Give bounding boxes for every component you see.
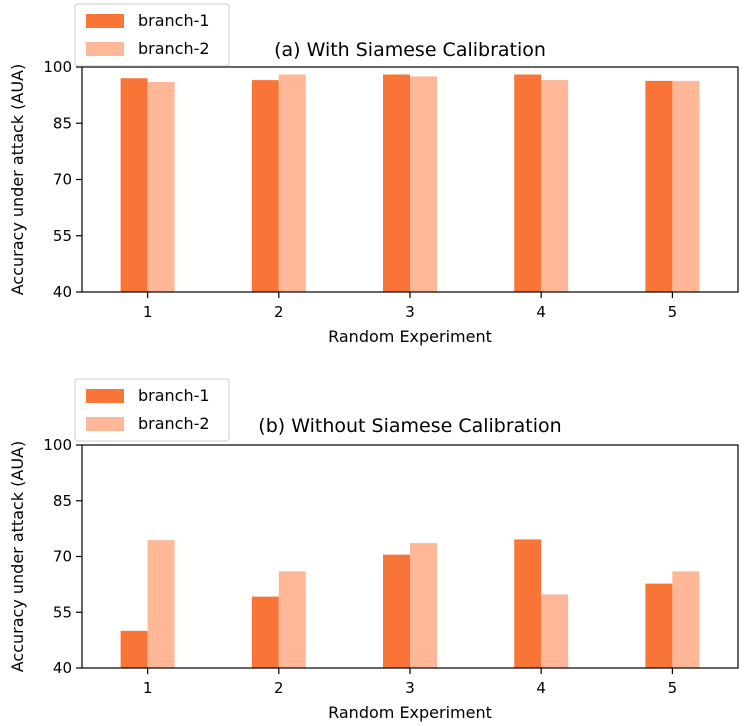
bar-branch-1-exp-5: [645, 80, 673, 292]
y-tick-label: 85: [53, 114, 72, 132]
y-tick-label: 40: [53, 283, 72, 301]
x-tick-label: 5: [668, 303, 678, 321]
legend-swatch-branch-2: [86, 417, 124, 431]
bar-branch-2-exp-2: [278, 74, 306, 292]
legend-swatch-branch-1: [86, 389, 124, 403]
chart-title: (a) With Siamese Calibration: [274, 39, 546, 61]
bar-branch-1-exp-1: [120, 630, 148, 668]
bar-branch-2-exp-5: [672, 571, 700, 668]
y-tick-label: 70: [53, 548, 72, 566]
y-tick-label: 85: [53, 492, 72, 510]
legend-label-branch-1: branch-1: [138, 11, 210, 30]
bar-branch-2-exp-3: [410, 76, 437, 292]
bar-branch-1-exp-1: [120, 78, 148, 292]
bar-branch-1-exp-4: [514, 74, 542, 292]
bar-branch-1-exp-4: [514, 539, 542, 668]
y-tick-label: 70: [53, 171, 72, 189]
x-axis-label: Random Experiment: [328, 703, 492, 722]
bar-branch-1-exp-5: [645, 583, 673, 668]
x-tick-label: 2: [274, 679, 284, 697]
chart-panel-1: 40 55 70 85 100 1 2 3 4 5 Random Experiment Accurac…: [8, 3, 739, 346]
y-tick-label: 100: [43, 436, 72, 454]
bar-branch-2-exp-3: [410, 543, 437, 668]
y-axis-label: Accuracy under attack (AUA): [8, 441, 27, 672]
x-tick-label: 4: [536, 679, 546, 697]
bar-branch-1-exp-3: [383, 74, 410, 292]
bar-branch-2-exp-1: [147, 540, 175, 668]
x-tick-label: 2: [274, 303, 284, 321]
x-tick-label: 1: [143, 679, 153, 697]
bar-branch-1-exp-3: [383, 554, 410, 668]
legend: branch-1 branch-2: [74, 3, 230, 67]
x-tick-label: 3: [405, 679, 415, 697]
bar-branch-2-exp-5: [672, 80, 700, 292]
bar-branch-2-exp-1: [147, 82, 175, 292]
legend-swatch-branch-1: [86, 14, 124, 28]
x-tick-label: 1: [143, 303, 153, 321]
bar-branch-2-exp-2: [278, 571, 306, 668]
x-tick-label: 5: [668, 679, 678, 697]
chart-title: (b) Without Siamese Calibration: [258, 415, 561, 437]
y-tick-label: 55: [53, 603, 72, 621]
y-tick-label: 40: [53, 659, 72, 677]
legend-label-branch-2: branch-2: [138, 39, 210, 58]
y-tick-label: 55: [53, 227, 72, 245]
x-tick-label: 3: [405, 303, 415, 321]
x-tick-label: 4: [536, 303, 546, 321]
y-axis-label: Accuracy under attack (AUA): [8, 64, 27, 295]
legend: branch-1 branch-2: [74, 378, 230, 442]
legend-label-branch-1: branch-1: [138, 386, 210, 405]
bar-branch-1-exp-2: [251, 80, 279, 292]
bar-branch-1-exp-2: [251, 596, 279, 668]
y-tick-label: 100: [43, 58, 72, 76]
legend-swatch-branch-2: [86, 42, 124, 56]
bar-branch-2-exp-4: [541, 594, 569, 668]
legend-label-branch-2: branch-2: [138, 414, 210, 433]
bar-branch-2-exp-4: [541, 80, 569, 292]
x-axis-label: Random Experiment: [328, 327, 492, 346]
chart-panel-2: 40 55 70 85 100 1 2 3 4 5 Random Experiment Accurac…: [8, 378, 739, 722]
